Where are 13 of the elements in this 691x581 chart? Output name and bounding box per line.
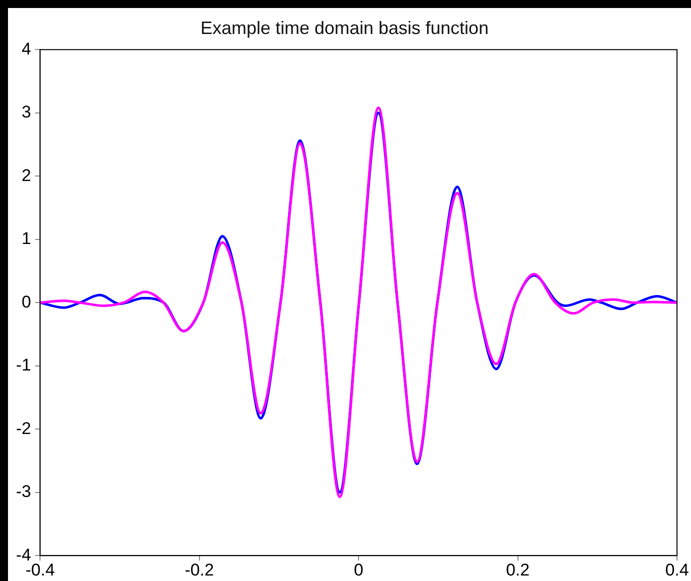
y-tick-label: 1 <box>22 229 32 248</box>
y-tick-label: 3 <box>22 102 32 122</box>
y-tick-label: 0 <box>22 292 32 312</box>
y-tick-label: -1 <box>16 356 32 375</box>
x-tick-label: 0.4 <box>665 560 689 580</box>
x-tick-label: 0.2 <box>506 560 530 580</box>
x-tick-label: -0.2 <box>184 560 214 580</box>
y-tick-label: -2 <box>16 418 32 438</box>
y-tick-label: 2 <box>22 166 32 185</box>
chart-title: Example time domain basis function <box>200 18 489 38</box>
y-tick-label: 4 <box>22 39 32 58</box>
x-tick-label: 0 <box>354 560 364 580</box>
y-tick-label: -3 <box>16 482 32 502</box>
